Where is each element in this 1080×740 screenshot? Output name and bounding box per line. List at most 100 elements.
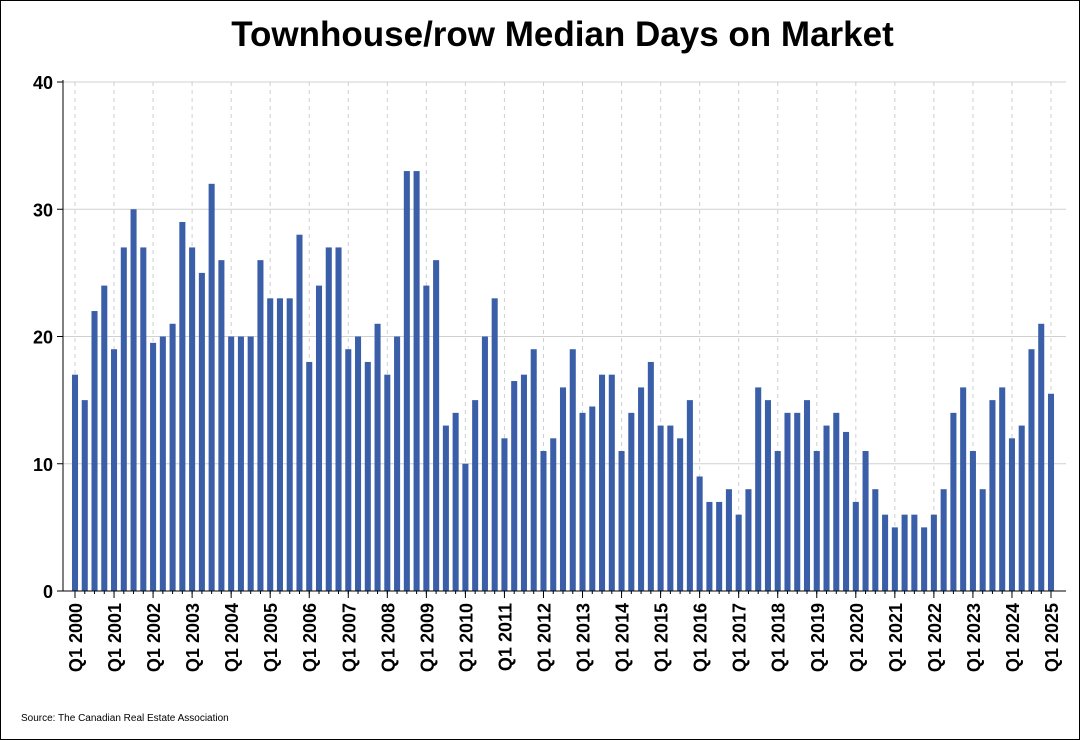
x-tick-label: Q1 2022	[925, 603, 945, 672]
bar	[677, 438, 684, 591]
x-tick-label: Q1 2012	[534, 603, 554, 672]
bar	[696, 476, 703, 591]
x-tick-label: Q1 2001	[105, 603, 125, 672]
bar	[345, 349, 352, 591]
bar	[71, 374, 79, 591]
bar	[862, 451, 869, 591]
x-tick-label: Q1 2017	[730, 603, 750, 672]
bar	[355, 336, 362, 591]
bar	[81, 400, 88, 591]
bar	[530, 349, 537, 591]
bar	[569, 349, 576, 591]
source-note: Source: The Canadian Real Estate Associa…	[21, 713, 229, 724]
x-tick-label: Q1 2016	[691, 603, 711, 672]
bar	[140, 247, 147, 592]
bar	[335, 247, 342, 592]
bar	[101, 285, 108, 591]
bar	[960, 387, 967, 591]
bar	[803, 400, 811, 591]
bar	[111, 349, 118, 591]
bar	[394, 336, 401, 591]
bar	[579, 412, 586, 591]
bar	[745, 489, 752, 591]
bar	[589, 406, 596, 591]
bar	[130, 209, 137, 591]
x-tick-label: Q1 2025	[1042, 603, 1062, 672]
bar	[150, 342, 157, 591]
bar	[120, 247, 127, 592]
x-tick-label: Q1 2024	[1003, 603, 1023, 672]
bar	[608, 374, 615, 591]
bar	[921, 527, 928, 591]
bar	[979, 489, 986, 591]
bar	[725, 489, 732, 591]
bar	[1018, 425, 1025, 591]
x-tick-label: Q1 2020	[847, 603, 867, 672]
x-tick-label: Q1 2006	[300, 603, 320, 672]
bar	[257, 260, 264, 591]
bar	[599, 374, 606, 591]
bar	[306, 361, 313, 591]
bar	[286, 298, 293, 591]
bar	[813, 451, 820, 591]
bar	[716, 501, 723, 591]
x-tick-label: Q1 2010	[456, 603, 476, 672]
x-tick-label: Q1 2023	[964, 603, 984, 672]
bar	[423, 285, 430, 591]
bar	[276, 298, 283, 591]
axis-layer: 0 10 20 30 40 Q1 2000 Q1 2001 Q1 2002 Q1 2003 Q1 …	[33, 73, 1066, 672]
bar	[989, 400, 996, 591]
bar	[706, 501, 713, 591]
bar	[159, 336, 166, 591]
bar	[833, 412, 840, 591]
bar	[442, 425, 449, 591]
x-tick-label: Q1 2004	[222, 603, 242, 672]
bars-layer	[71, 171, 1055, 592]
bar	[686, 400, 693, 591]
bar	[999, 387, 1006, 591]
bar	[364, 361, 371, 591]
x-tick-label: Q1 2003	[183, 603, 203, 672]
bar	[794, 412, 801, 591]
bar	[872, 489, 879, 591]
bar	[1047, 393, 1055, 591]
bar	[1008, 438, 1015, 591]
bar	[930, 514, 937, 591]
y-tick-label: 40	[33, 73, 53, 93]
bar	[179, 221, 186, 591]
bar	[784, 412, 791, 591]
bar	[755, 387, 762, 591]
bar	[198, 272, 205, 591]
bar	[462, 463, 469, 591]
x-tick-label: Q1 2007	[339, 603, 359, 672]
bar	[315, 285, 323, 591]
bar	[481, 336, 488, 591]
bar	[511, 381, 518, 591]
bar	[169, 323, 176, 591]
bar	[491, 298, 498, 591]
bar	[774, 451, 781, 591]
y-tick-label: 0	[43, 582, 53, 602]
bar	[628, 412, 635, 591]
x-tick-label: Q1 2002	[144, 603, 164, 672]
bar	[657, 425, 664, 591]
bar	[969, 451, 976, 591]
bar	[550, 438, 557, 591]
bar	[501, 438, 508, 591]
x-tick-label: Q1 2014	[613, 603, 633, 672]
bar	[735, 514, 742, 591]
bar	[940, 489, 947, 591]
bar	[520, 374, 527, 591]
x-tick-label: Q1 2019	[808, 603, 828, 672]
y-tick-label: 20	[33, 328, 53, 348]
bar	[247, 336, 254, 591]
bar	[325, 247, 332, 592]
bar	[403, 171, 410, 591]
bar	[882, 514, 889, 591]
bar	[452, 412, 459, 591]
x-tick-label: Q1 2015	[652, 603, 672, 672]
bar	[296, 234, 303, 591]
bar	[413, 171, 420, 591]
bar	[472, 400, 479, 591]
